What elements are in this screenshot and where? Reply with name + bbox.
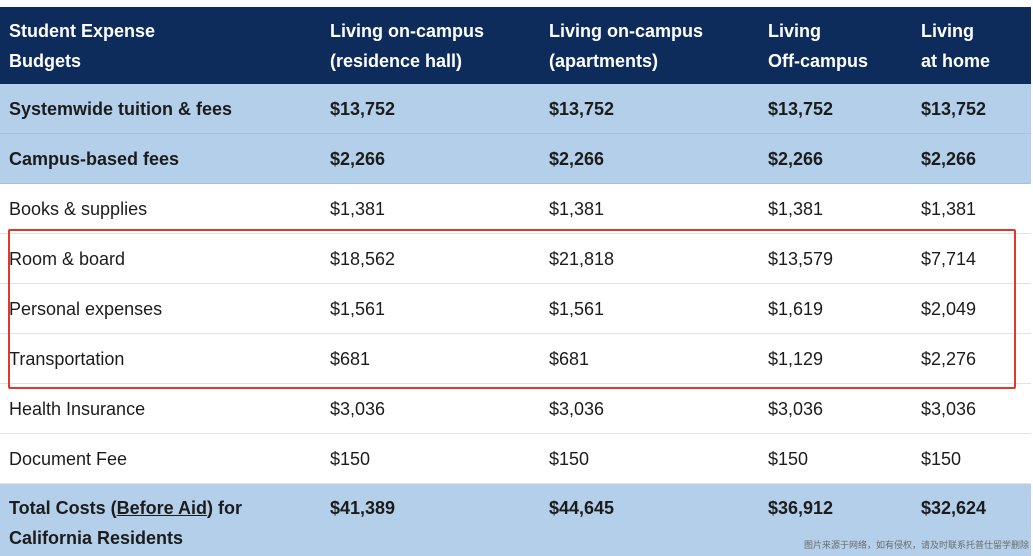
row-label: Personal expenses: [9, 298, 163, 319]
row-value: $18,562: [330, 248, 396, 269]
header-line: Living on-campus: [549, 21, 704, 41]
expense-budget-table: Student Expense Budgets Living on-campus…: [0, 7, 1031, 556]
total-label-suffix: ) for: [207, 498, 243, 518]
table-row-personal: Personal expenses $1,561 $1,561 $1,619 $…: [0, 284, 1031, 334]
table-row-document-fee: Document Fee $150 $150 $150 $150: [0, 434, 1031, 484]
row-value: $3,036: [549, 398, 605, 419]
row-value: $150: [549, 448, 590, 469]
table-row-room-board: Room & board $18,562 $21,818 $13,579 $7,…: [0, 234, 1031, 284]
row-value: $3,036: [768, 398, 824, 419]
row-value: $150: [768, 448, 809, 469]
row-value: $1,381: [768, 198, 824, 219]
watermark-text: 图片来源于网络，如有侵权，请及时联系托普仕留学删除: [803, 541, 1029, 551]
table-row-books: Books & supplies $1,381 $1,381 $1,381 $1…: [0, 184, 1031, 234]
row-label: Campus-based fees: [9, 148, 180, 169]
header-line: (residence hall): [330, 51, 463, 71]
header-line: Off-campus: [768, 51, 869, 71]
row-value: $3,036: [921, 398, 977, 419]
header-line: (apartments): [549, 51, 659, 71]
total-label-line1: Total Costs (Before Aid) for: [9, 493, 321, 523]
header-cell-at-home: Living at home: [912, 7, 1031, 76]
total-value: $36,912: [768, 498, 834, 518]
row-value: $1,381: [330, 198, 386, 219]
total-value: $32,624: [921, 498, 987, 518]
row-label: Room & board: [9, 248, 126, 269]
row-value: $2,266: [768, 148, 824, 169]
row-value: $1,129: [768, 348, 824, 369]
row-value: $7,714: [921, 248, 977, 269]
row-label: Document Fee: [9, 448, 128, 469]
total-label-line2: California Residents: [9, 528, 184, 548]
row-value: $1,381: [549, 198, 605, 219]
header-line: Living: [768, 21, 821, 41]
row-label: Systemwide tuition & fees: [9, 98, 233, 119]
header-line: Student Expense: [9, 21, 156, 41]
row-value: $681: [549, 348, 590, 369]
header-cell-apartments: Living on-campus (apartments): [540, 7, 759, 76]
row-value: $150: [330, 448, 371, 469]
row-value: $13,752: [549, 98, 615, 119]
header-cell-residence-hall: Living on-campus (residence hall): [321, 7, 540, 76]
header-cell-budgets: Student Expense Budgets: [0, 7, 321, 76]
table-row-health: Health Insurance $3,036 $3,036 $3,036 $3…: [0, 384, 1031, 434]
header-line: Living on-campus: [330, 21, 485, 41]
header-line: Living: [921, 21, 974, 41]
row-value: $2,266: [330, 148, 386, 169]
row-value: $1,381: [921, 198, 977, 219]
row-value: $2,266: [549, 148, 605, 169]
row-value: $21,818: [549, 248, 615, 269]
row-value: $1,561: [330, 298, 386, 319]
row-label: Books & supplies: [9, 198, 148, 219]
before-aid-link[interactable]: Before Aid: [116, 498, 208, 518]
table-row-total: Total Costs (Before Aid) for California …: [0, 484, 1031, 556]
table-row-transportation: Transportation $681 $681 $1,129 $2,276: [0, 334, 1031, 384]
row-label: Health Insurance: [9, 398, 146, 419]
row-value: $13,752: [921, 98, 987, 119]
row-value: $1,561: [549, 298, 605, 319]
header-line: at home: [921, 51, 991, 71]
row-value: $1,619: [768, 298, 824, 319]
row-label: Transportation: [9, 348, 125, 369]
total-label: Total Costs (Before Aid) for California …: [0, 484, 321, 553]
row-value: $13,579: [768, 248, 834, 269]
total-value: $41,389: [330, 498, 396, 518]
row-value: $2,276: [921, 348, 977, 369]
row-value: $13,752: [768, 98, 834, 119]
row-value: $2,266: [921, 148, 977, 169]
table-header-row: Student Expense Budgets Living on-campus…: [0, 7, 1031, 84]
table-row-campus-fees: Campus-based fees $2,266 $2,266 $2,266 $…: [0, 134, 1031, 184]
row-value: $3,036: [330, 398, 386, 419]
header-cell-off-campus: Living Off-campus: [759, 7, 912, 76]
row-value: $681: [330, 348, 371, 369]
row-value: $13,752: [330, 98, 396, 119]
row-value: $2,049: [921, 298, 977, 319]
header-line: Budgets: [9, 51, 81, 71]
table-row-tuition: Systemwide tuition & fees $13,752 $13,75…: [0, 84, 1031, 134]
row-value: $150: [921, 448, 962, 469]
total-value: $44,645: [549, 498, 615, 518]
total-label-prefix: Total Costs (: [9, 498, 117, 518]
